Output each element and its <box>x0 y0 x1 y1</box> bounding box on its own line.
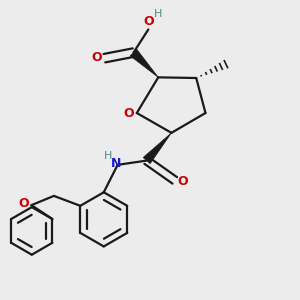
Polygon shape <box>143 133 172 164</box>
Text: O: O <box>177 175 188 188</box>
Text: H: H <box>103 151 112 160</box>
Text: O: O <box>91 51 102 64</box>
Text: O: O <box>18 197 29 210</box>
Text: H: H <box>153 9 162 19</box>
Polygon shape <box>130 49 158 77</box>
Text: O: O <box>123 106 134 119</box>
Text: O: O <box>144 15 154 28</box>
Text: N: N <box>111 158 122 170</box>
